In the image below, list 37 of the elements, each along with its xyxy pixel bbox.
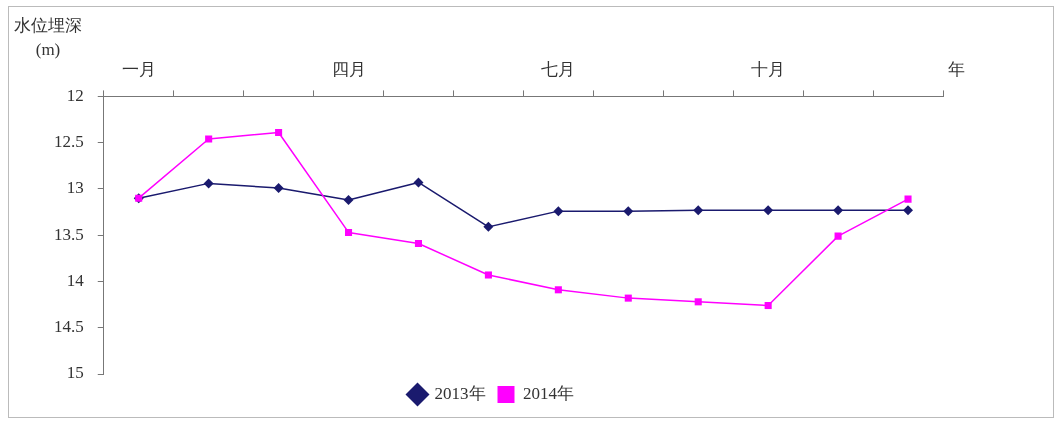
point bbox=[414, 239, 422, 248]
y-tick-label: 12.5 bbox=[54, 132, 84, 152]
point bbox=[904, 195, 912, 203]
point bbox=[413, 177, 424, 188]
x-tick-label: 一月 bbox=[121, 59, 156, 79]
point bbox=[273, 183, 284, 194]
x-tick-label: 四月 bbox=[331, 59, 366, 79]
y-tick-label: 15 bbox=[66, 363, 84, 383]
point bbox=[553, 206, 564, 217]
point bbox=[764, 301, 772, 310]
y-tick-label: 14.5 bbox=[54, 317, 84, 337]
point bbox=[694, 298, 702, 306]
point bbox=[903, 205, 914, 216]
point bbox=[343, 195, 354, 206]
point bbox=[205, 135, 213, 143]
point bbox=[833, 205, 844, 216]
point bbox=[203, 178, 214, 189]
point bbox=[345, 228, 353, 236]
point bbox=[834, 232, 842, 240]
point bbox=[693, 205, 704, 216]
point bbox=[484, 271, 492, 279]
point bbox=[624, 294, 632, 302]
point bbox=[763, 205, 774, 216]
x-tick-label: 七月 bbox=[541, 59, 576, 79]
y-axis-title: 水位埋深 (m) bbox=[14, 15, 82, 61]
x-axis-title: 年 bbox=[948, 59, 965, 81]
y-tick-label: 12 bbox=[66, 85, 84, 105]
y-tick-label: 13.5 bbox=[54, 224, 84, 244]
legend-label: 2014年 bbox=[523, 383, 574, 403]
x-tick-label: 十月 bbox=[751, 59, 786, 79]
point bbox=[623, 206, 634, 217]
legend-label: 2013年 bbox=[434, 383, 486, 403]
point bbox=[483, 221, 494, 232]
point bbox=[554, 286, 562, 294]
point bbox=[275, 128, 283, 137]
y-tick-label: 13 bbox=[66, 178, 84, 198]
y-tick-label: 14 bbox=[66, 270, 85, 290]
